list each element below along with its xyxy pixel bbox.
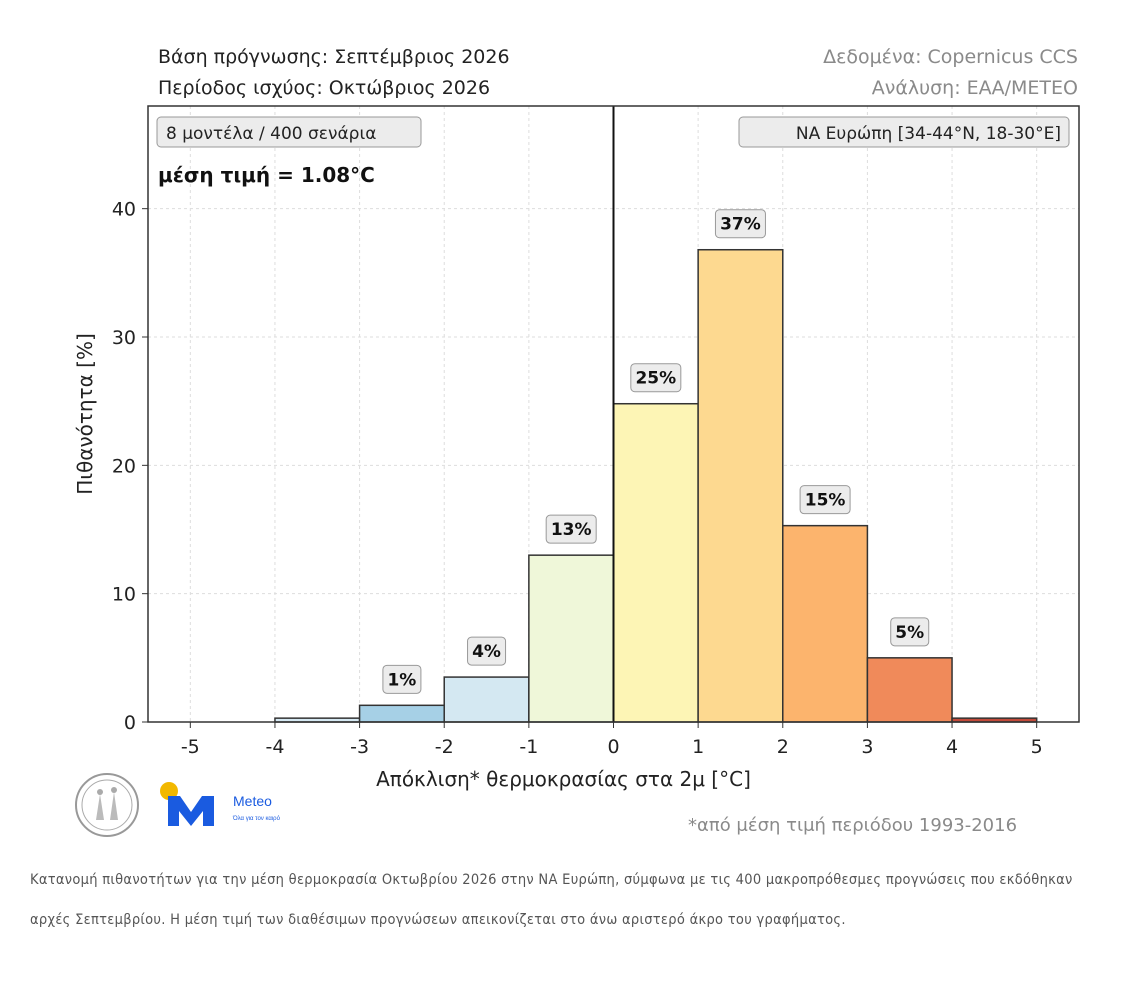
- histogram-chart: 1% 4% 13% 25% 37% 15% 5% -5 -4 -3 -2 -1 0 1 2 3 4 5 0 10 20 3…: [73, 105, 1080, 791]
- bar-label-box-5: [714, 209, 766, 239]
- y-tick-label: 40: [112, 199, 136, 221]
- bar-label-box-2: [467, 636, 507, 666]
- data-source-text: Δεδομένα: Copernicus CCS: [823, 46, 1078, 68]
- x-tick-label: 0: [607, 736, 619, 758]
- bar-label-4: 25%: [635, 369, 676, 389]
- bar-label-box-4: [630, 363, 682, 393]
- footnote-text: *από μέση τιμή περιόδου 1993-2016: [688, 815, 1018, 836]
- x-tick-label: -3: [350, 736, 369, 758]
- y-tick-label: 30: [112, 327, 136, 349]
- histogram-bar-2: [443, 676, 530, 723]
- meteo-logo-tagline: Όλα για τον καιρό: [232, 815, 281, 822]
- histogram-bar-7: [866, 657, 953, 723]
- x-tick-label: -1: [519, 736, 538, 758]
- x-axis-label: Απόκλιση* θερμοκρασίας στα 2μ [°C]: [376, 767, 751, 791]
- bar-label-6: 15%: [805, 491, 846, 511]
- x-tick-label: 3: [861, 736, 873, 758]
- y-axis-label: Πιθανότητα [%]: [73, 333, 97, 495]
- x-tick-label: 5: [1031, 736, 1043, 758]
- mean-value-annotation: μέση τιμή = 1.08°C: [158, 163, 375, 187]
- bar-label-3: 13%: [551, 520, 592, 540]
- histogram-bar-1: [358, 704, 445, 723]
- bar-label-box-7: [890, 617, 930, 647]
- x-tick-label: 4: [946, 736, 958, 758]
- bar-label-box-6: [799, 485, 851, 515]
- x-tick-label: -2: [435, 736, 454, 758]
- ensemble-annotation-box: [156, 116, 422, 148]
- histogram-bar-5: [697, 248, 784, 723]
- x-tick-label: 1: [692, 736, 704, 758]
- meteo-logo: Meteo Όλα για τον καιρό: [158, 780, 298, 834]
- meteo-logo-text: Meteo: [233, 793, 272, 809]
- bar-label-5: 37%: [720, 215, 761, 235]
- bar-label-box-1: [382, 664, 422, 694]
- bar-label-1: 1%: [387, 670, 416, 690]
- figure-caption: Κατανομή πιθανοτήτων για την μέση θερμοκ…: [30, 872, 1073, 928]
- region-annotation: ΝΑ Ευρώπη [34-44°N, 18-30°E]: [796, 124, 1061, 144]
- y-tick-label: 0: [124, 712, 136, 734]
- x-tick-label: -5: [181, 736, 200, 758]
- x-tick-label: -4: [265, 736, 284, 758]
- x-tick-label: 2: [777, 736, 789, 758]
- analysis-credit-text: Ανάλυση: ΕΑΑ/ΜΕΤΕΟ: [871, 77, 1078, 99]
- academy-seal-logo: [74, 772, 140, 842]
- forecast-base-text: Βάση πρόγνωσης: Σεπτέμβριος 2026: [158, 46, 510, 68]
- validity-period-text: Περίοδος ισχύος: Οκτώβριος 2026: [158, 77, 491, 99]
- histogram-bar-4: [612, 402, 699, 723]
- region-annotation-box: [738, 116, 1070, 148]
- bar-label-box-3: [545, 514, 597, 544]
- bar-label-7: 5%: [895, 623, 924, 643]
- y-tick-label: 20: [112, 455, 136, 477]
- y-tick-label: 10: [112, 584, 136, 606]
- histogram-bar-3: [528, 554, 615, 723]
- bar-label-2: 4%: [472, 642, 501, 662]
- ensemble-annotation: 8 μοντέλα / 400 σενάρια: [166, 124, 376, 144]
- histogram-bar-6: [782, 524, 869, 723]
